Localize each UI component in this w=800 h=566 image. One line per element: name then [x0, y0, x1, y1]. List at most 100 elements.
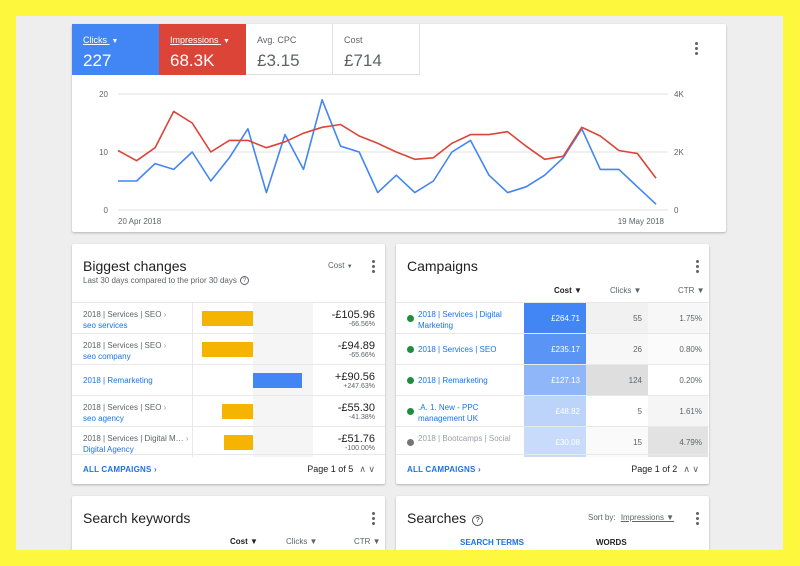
- ctr-cell: 1.61%: [648, 396, 708, 426]
- ctr-cell: 0.80%: [648, 334, 708, 364]
- metric-selector[interactable]: Cost ▼: [328, 261, 353, 270]
- table-row[interactable]: .A. 1. New - PPC management UK £48.82 5 …: [396, 395, 709, 426]
- scorecard-avg-cpc-label: Avg. CPC: [257, 35, 297, 45]
- caret-down-icon: ▼: [346, 264, 353, 270]
- campaign-link[interactable]: 2018 | Remarketing: [418, 376, 488, 385]
- campaign-link[interactable]: .A. 1. New - PPC management UK: [418, 403, 479, 423]
- tab-search-terms[interactable]: SEARCH TERMS: [460, 538, 525, 547]
- page-indicator: Page 1 of 2: [631, 464, 678, 474]
- clicks-cell: 124: [586, 365, 648, 395]
- table-row[interactable]: 2018 | Remarketing £127.13 124 0.20%: [396, 364, 709, 395]
- scorecard-impressions-label: Impressions: [170, 35, 219, 45]
- enabled-status-icon: [407, 315, 414, 322]
- cost-cell: £235.17: [524, 334, 586, 364]
- scorecard-clicks-value: 227: [83, 51, 112, 70]
- column-header-ctr[interactable]: CTR ▼: [678, 286, 705, 295]
- column-header-ctr[interactable]: CTR ▼: [354, 537, 381, 546]
- help-icon[interactable]: ?: [239, 276, 249, 285]
- y-right-tick-label: 0: [674, 206, 679, 215]
- change-bar: [221, 404, 253, 419]
- card-title: Searches: [407, 510, 467, 526]
- impressions-series-line: [117, 110, 657, 179]
- change-value: -£94.89: [337, 340, 375, 352]
- scorecard-cost-label: Cost: [344, 35, 363, 45]
- more-options-icon[interactable]: [371, 512, 375, 527]
- change-bar-cell: [192, 303, 313, 333]
- change-bar-cell: [192, 334, 313, 364]
- campaign-link[interactable]: 2018 | Remarketing: [83, 376, 153, 385]
- cost-cell: £48.82: [524, 396, 586, 426]
- table-row[interactable]: 2018 | Remarketing +£90.56 +247.63%: [72, 364, 385, 395]
- campaign-name: 2018 | Services | SEO: [83, 310, 162, 319]
- change-percent: +247.63%: [343, 383, 375, 390]
- card-footer: ALL CAMPAIGNS › Page 1 of 2 ∧ ∨: [396, 454, 709, 484]
- change-bar: [202, 311, 253, 326]
- caret-down-icon: ▼: [111, 38, 119, 45]
- campaign-link[interactable]: 2018 | Bootcamps | Social: [418, 434, 511, 443]
- help-icon[interactable]: ?: [472, 515, 484, 526]
- adgroup-link[interactable]: seo company: [83, 352, 131, 361]
- column-header-clicks[interactable]: Clicks ▼: [286, 537, 318, 546]
- scorecard-impressions-value: 68.3K: [170, 51, 215, 70]
- change-bar: [253, 373, 303, 388]
- scorecard-clicks-label: Clicks: [83, 35, 107, 45]
- chevron-right-icon: ›: [163, 403, 167, 412]
- sort-selector[interactable]: Impressions ▼: [620, 513, 675, 522]
- tab-words[interactable]: WORDS: [596, 538, 627, 547]
- scorecard-clicks[interactable]: Clicks ▼ 227: [72, 24, 159, 75]
- change-bar-cell: [192, 396, 313, 426]
- table-row[interactable]: 2018 | Services | SEO › seo services -£10…: [72, 302, 385, 333]
- change-percent: -66.56%: [348, 321, 375, 328]
- adgroup-link[interactable]: seo services: [83, 321, 128, 330]
- caret-down-icon: ▼: [223, 38, 230, 45]
- table-row[interactable]: 2018 | Services | SEO › seo company -£94.…: [72, 333, 385, 364]
- dashboard-canvas: Clicks ▼ 227 Impressions ▼ 68.3K Avg. CP…: [16, 16, 783, 550]
- searches-card: Searches? Sort by: Impressions ▼ SEARCH …: [396, 496, 709, 550]
- campaign-link[interactable]: 2018 | Services | SEO: [418, 345, 497, 354]
- all-campaigns-link[interactable]: ALL CAMPAIGNS ›: [83, 465, 157, 474]
- y-right-tick-label: 4K: [674, 90, 684, 99]
- card-title: Search keywords: [83, 510, 191, 526]
- pagination-arrows-icon[interactable]: ∧ ∨: [683, 464, 699, 474]
- table-row[interactable]: 2018 | Services | SEO › seo agency -£55.3…: [72, 395, 385, 426]
- scorecard-avg-cpc-value: £3.15: [257, 51, 300, 70]
- more-options-icon[interactable]: [694, 42, 698, 57]
- change-value: -£105.96: [331, 309, 375, 321]
- more-options-icon[interactable]: [695, 260, 699, 275]
- y-left-tick-label: 20: [99, 90, 108, 99]
- pagination-arrows-icon[interactable]: ∧ ∨: [359, 464, 375, 474]
- column-header-cost[interactable]: Cost ▼: [554, 286, 582, 295]
- change-value: -£55.30: [337, 402, 375, 414]
- adgroup-link[interactable]: seo agency: [83, 414, 124, 423]
- row-label: 2018 | Services | SEO › seo agency: [83, 402, 166, 424]
- cost-cell: £264.71: [524, 303, 586, 333]
- column-header-clicks[interactable]: Clicks ▼: [610, 286, 642, 295]
- more-options-icon[interactable]: [371, 260, 375, 275]
- adgroup-link[interactable]: Digital Agency: [83, 445, 134, 454]
- campaign-link[interactable]: 2018 | Services | Digital Marketing: [418, 310, 502, 330]
- row-label: 2018 | Services | SEO › seo services: [83, 309, 166, 331]
- scorecard-cost[interactable]: Cost £714: [333, 24, 420, 75]
- table-row[interactable]: 2018 | Bootcamps | Social £30.08 15 4.79…: [396, 426, 709, 457]
- table-row[interactable]: 2018 | Services | Digital M… › Digital Ag…: [72, 426, 385, 457]
- scorecard-avg-cpc[interactable]: Avg. CPC £3.15: [246, 24, 333, 75]
- page-indicator: Page 1 of 5: [307, 464, 354, 474]
- enabled-status-icon: [407, 377, 414, 384]
- scorecard-impressions[interactable]: Impressions ▼ 68.3K: [159, 24, 246, 75]
- table-row[interactable]: 2018 | Services | Digital Marketing £264…: [396, 302, 709, 333]
- all-campaigns-link[interactable]: ALL CAMPAIGNS ›: [407, 465, 481, 474]
- change-value: -£51.76: [337, 433, 375, 445]
- column-header-cost[interactable]: Cost ▼: [230, 537, 258, 546]
- ctr-cell: 1.75%: [648, 303, 708, 333]
- search-keywords-card: Search keywords Cost ▼ Clicks ▼ CTR ▼: [72, 496, 385, 550]
- cost-cell: £127.13: [524, 365, 586, 395]
- clicks-cell: 55: [586, 303, 648, 333]
- table-row[interactable]: 2018 | Services | SEO £235.17 26 0.80%: [396, 333, 709, 364]
- cost-cell: £30.08: [524, 427, 586, 457]
- row-label: 2018 | Remarketing: [83, 371, 153, 390]
- card-subtitle: Last 30 days compared to the prior 30 da…: [83, 276, 237, 285]
- campaign-name: 2018 | Services | SEO: [83, 341, 162, 350]
- more-options-icon[interactable]: [695, 512, 699, 527]
- enabled-status-icon: [407, 408, 414, 415]
- change-percent: -41.38%: [348, 414, 375, 421]
